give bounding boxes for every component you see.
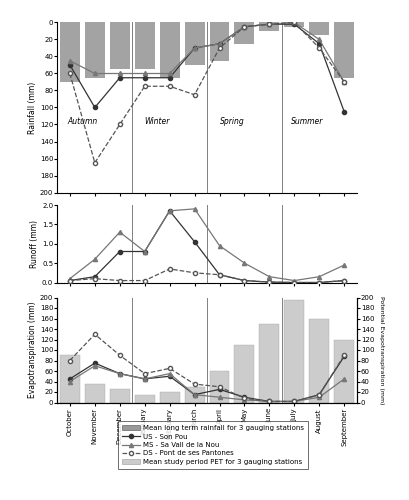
- Bar: [333, 340, 353, 402]
- Y-axis label: Potential Evapotranspiration (mm): Potential Evapotranspiration (mm): [378, 296, 382, 404]
- Bar: [308, 22, 328, 35]
- Bar: [60, 355, 80, 403]
- Bar: [259, 324, 279, 402]
- Text: Autumn: Autumn: [67, 117, 97, 126]
- Text: Spring: Spring: [219, 117, 244, 126]
- Text: Summer: Summer: [290, 117, 322, 126]
- Bar: [184, 22, 204, 65]
- Bar: [209, 371, 229, 402]
- Bar: [159, 392, 179, 402]
- Bar: [110, 390, 129, 402]
- Bar: [159, 22, 179, 78]
- Bar: [135, 394, 154, 402]
- Bar: [209, 22, 229, 60]
- Bar: [135, 22, 154, 69]
- Legend: Mean long term rainfall for 3 gauging stations, US - Son Pou, MS - Sa Vall de la: Mean long term rainfall for 3 gauging st…: [118, 421, 308, 469]
- Y-axis label: Rainfall (mm): Rainfall (mm): [28, 82, 37, 134]
- Bar: [308, 318, 328, 402]
- Bar: [284, 300, 303, 402]
- Bar: [333, 22, 353, 78]
- Text: Winter: Winter: [144, 117, 169, 126]
- Y-axis label: Runoff (mm): Runoff (mm): [30, 220, 39, 268]
- Bar: [184, 387, 204, 402]
- Bar: [234, 345, 254, 403]
- Bar: [60, 22, 80, 82]
- Bar: [234, 22, 254, 44]
- Bar: [85, 384, 105, 402]
- Bar: [85, 22, 105, 78]
- Y-axis label: Evapotranspiration (mm): Evapotranspiration (mm): [28, 302, 37, 398]
- Bar: [259, 22, 279, 31]
- Bar: [284, 22, 303, 26]
- Bar: [110, 22, 129, 69]
